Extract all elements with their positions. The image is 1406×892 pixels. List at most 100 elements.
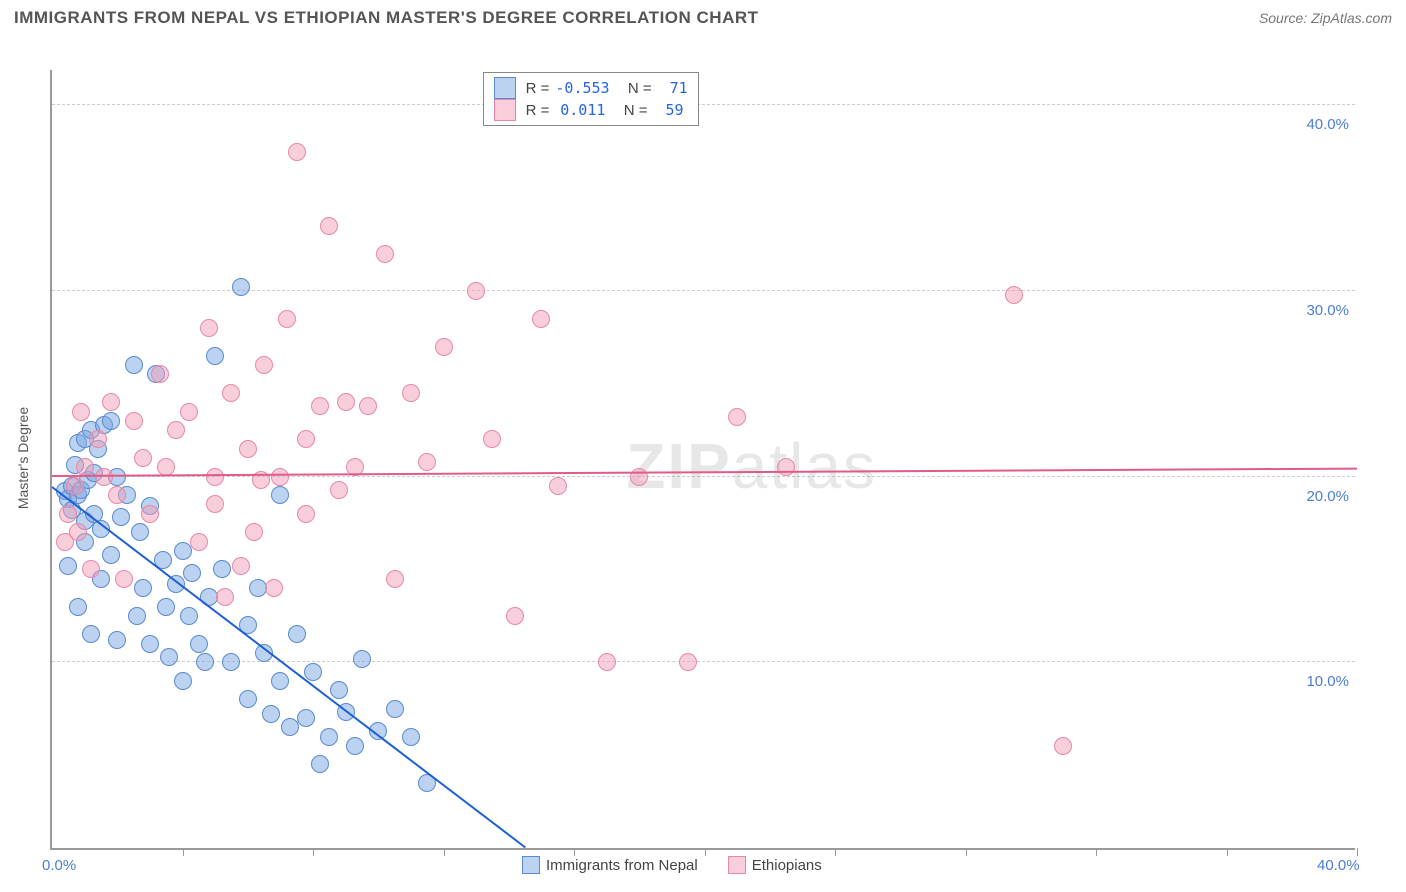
data-point — [167, 421, 185, 439]
data-point — [353, 650, 371, 668]
legend-swatch — [728, 856, 746, 874]
data-point — [82, 625, 100, 643]
data-point — [239, 440, 257, 458]
legend-swatch — [522, 856, 540, 874]
data-point — [376, 245, 394, 263]
data-point — [255, 356, 273, 374]
data-point — [183, 564, 201, 582]
data-point — [359, 397, 377, 415]
data-point — [598, 653, 616, 671]
data-point — [728, 408, 746, 426]
x-tick-label: 40.0% — [1317, 857, 1360, 874]
data-point — [281, 718, 299, 736]
x-tick — [183, 848, 184, 856]
x-tick — [966, 848, 967, 856]
stat-r-value: -0.553 — [555, 79, 609, 97]
plot-area: 10.0%20.0%30.0%40.0%0.0%40.0%Master's De… — [50, 70, 1355, 850]
data-point — [180, 607, 198, 625]
legend-stats-row: R = -0.553 N = 71 — [494, 77, 688, 99]
stat-n-value: 71 — [658, 79, 688, 97]
data-point — [262, 705, 280, 723]
data-point — [115, 570, 133, 588]
legend-label: Ethiopians — [752, 857, 822, 874]
legend-stats-row: R =0.011 N =59 — [494, 99, 688, 121]
data-point — [506, 607, 524, 625]
data-point — [196, 653, 214, 671]
chart-header: IMMIGRANTS FROM NEPAL VS ETHIOPIAN MASTE… — [0, 0, 1406, 34]
stat-n-label: N = — [615, 102, 647, 119]
x-tick — [1227, 848, 1228, 856]
data-point — [69, 598, 87, 616]
data-point — [180, 403, 198, 421]
x-tick — [705, 848, 706, 856]
data-point — [102, 546, 120, 564]
data-point — [200, 319, 218, 337]
data-point — [249, 579, 267, 597]
data-point — [402, 384, 420, 402]
y-axis-label: Master's Degree — [15, 407, 31, 509]
data-point — [131, 523, 149, 541]
data-point — [141, 505, 159, 523]
data-point — [311, 397, 329, 415]
y-tick-label: 40.0% — [1306, 116, 1349, 133]
data-point — [213, 560, 231, 578]
data-point — [190, 533, 208, 551]
data-point — [125, 356, 143, 374]
data-point — [288, 143, 306, 161]
data-point — [777, 458, 795, 476]
data-point — [239, 690, 257, 708]
chart-wrapper: 10.0%20.0%30.0%40.0%0.0%40.0%Master's De… — [0, 34, 1406, 884]
x-tick — [1357, 848, 1358, 856]
data-point — [630, 468, 648, 486]
data-point — [112, 508, 130, 526]
x-tick — [574, 848, 575, 856]
data-point — [141, 635, 159, 653]
data-point — [386, 700, 404, 718]
data-point — [128, 607, 146, 625]
data-point — [174, 542, 192, 560]
y-tick-label: 20.0% — [1306, 488, 1349, 505]
data-point — [232, 278, 250, 296]
data-point — [245, 523, 263, 541]
chart-title: IMMIGRANTS FROM NEPAL VS ETHIOPIAN MASTE… — [14, 8, 759, 28]
data-point — [134, 579, 152, 597]
stat-r-value: 0.011 — [555, 101, 605, 119]
data-point — [89, 430, 107, 448]
data-point — [288, 625, 306, 643]
stat-n-label: N = — [620, 80, 652, 97]
data-point — [271, 468, 289, 486]
stat-r-label: R = — [526, 102, 550, 119]
legend-item: Immigrants from Nepal — [522, 856, 698, 874]
data-point — [102, 412, 120, 430]
legend-item: Ethiopians — [728, 856, 822, 874]
data-point — [337, 393, 355, 411]
data-point — [190, 635, 208, 653]
data-point — [549, 477, 567, 495]
data-point — [59, 505, 77, 523]
stat-r-label: R = — [526, 80, 550, 97]
data-point — [297, 505, 315, 523]
data-point — [160, 648, 178, 666]
data-point — [297, 430, 315, 448]
data-point — [435, 338, 453, 356]
data-point — [157, 598, 175, 616]
data-point — [386, 570, 404, 588]
data-point — [1054, 737, 1072, 755]
gridline — [52, 104, 1355, 105]
data-point — [402, 728, 420, 746]
data-point — [206, 495, 224, 513]
data-point — [1005, 286, 1023, 304]
data-point — [330, 481, 348, 499]
legend-swatch — [494, 99, 516, 121]
data-point — [222, 384, 240, 402]
data-point — [66, 477, 84, 495]
data-point — [467, 282, 485, 300]
data-point — [200, 588, 218, 606]
x-tick — [444, 848, 445, 856]
data-point — [311, 755, 329, 773]
data-point — [134, 449, 152, 467]
legend-label: Immigrants from Nepal — [546, 857, 698, 874]
data-point — [151, 365, 169, 383]
data-point — [271, 486, 289, 504]
data-point — [320, 728, 338, 746]
